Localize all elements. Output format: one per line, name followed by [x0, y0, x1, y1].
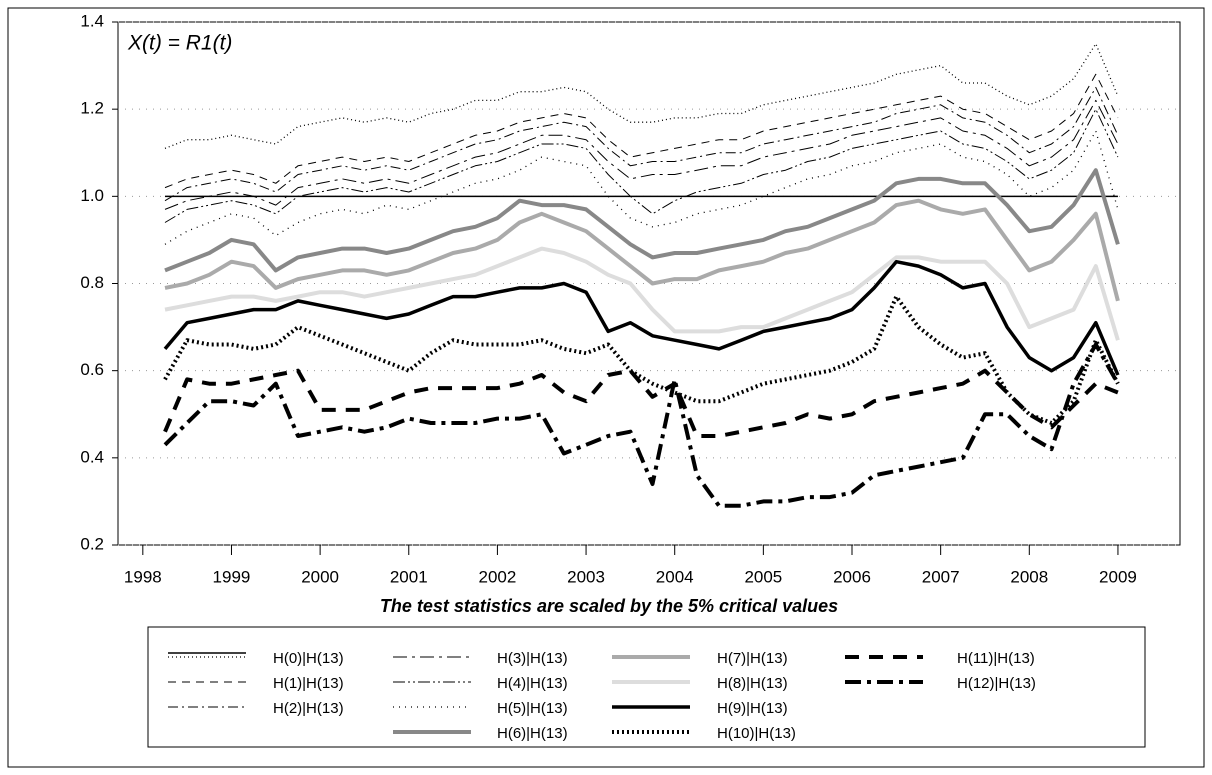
- y-tick-label: 1.2: [80, 99, 104, 118]
- series-line: [163, 294, 1120, 425]
- series-line: [164, 198, 1120, 302]
- legend-label: H(5)|H(13): [497, 700, 568, 717]
- legend-label: H(9)|H(13): [717, 700, 788, 717]
- y-tick-label: 1.0: [80, 186, 104, 205]
- legend-label: H(11)|H(13): [957, 650, 1035, 667]
- x-tick-label: 1998: [124, 567, 162, 586]
- legend-label: H(2)|H(13): [273, 700, 344, 717]
- y-tick-label: 1.4: [80, 11, 104, 30]
- series-line: [164, 246, 1120, 341]
- series-line: [163, 368, 1119, 438]
- y-tick-label: 0.2: [80, 534, 104, 553]
- x-tick-label: 2002: [478, 567, 516, 586]
- legend: H(0)|H(13) H(1)|H(13) H(2)|H(13) H(3)|H(13)…: [168, 650, 1036, 742]
- series-line: [164, 73, 1119, 189]
- x-tick-label: 2008: [1010, 567, 1048, 586]
- x-axis-label: The test statistics are scaled by the 5%…: [380, 596, 838, 616]
- x-tick-label: 1999: [213, 567, 251, 586]
- series-line: [164, 168, 1120, 273]
- series-line: [164, 108, 1119, 223]
- legend-label: H(1)|H(13): [273, 675, 344, 692]
- legend-box: [147, 626, 1146, 748]
- x-tick-label: 2009: [1099, 567, 1137, 586]
- legend-label: H(4)|H(13): [497, 675, 568, 692]
- legend-label: H(3)|H(13): [497, 650, 568, 667]
- legend-label: H(7)|H(13): [717, 650, 788, 667]
- legend-label: H(12)|H(13): [957, 675, 1036, 692]
- series-line: [164, 99, 1119, 210]
- annotation: X(t) = R1(t): [127, 32, 232, 55]
- x-tick-label: 2005: [744, 567, 782, 586]
- legend-label: H(10)|H(13): [717, 725, 796, 742]
- y-tick-label: 0.8: [80, 273, 104, 292]
- legend-label: H(8)|H(13): [717, 675, 788, 692]
- series-line: [163, 259, 1120, 376]
- series-line: [164, 86, 1119, 202]
- x-tick-label: 2007: [922, 567, 960, 586]
- x-tick-label: 2004: [656, 567, 694, 586]
- y-tick-label: 0.4: [80, 447, 104, 466]
- legend-label: H(6)|H(13): [497, 725, 568, 742]
- legend-label: H(0)|H(13): [273, 650, 344, 667]
- x-tick-label: 2000: [301, 567, 339, 586]
- series-line: [164, 130, 1119, 245]
- plot-area: [117, 21, 1181, 546]
- y-tick-label: 0.6: [80, 360, 104, 379]
- x-tick-label: 2003: [567, 567, 605, 586]
- series-line: [163, 342, 1120, 508]
- figure-border: [7, 7, 1205, 768]
- series-line: [164, 43, 1119, 150]
- x-tick-label: 2006: [833, 567, 871, 586]
- x-tick-label: 2001: [390, 567, 428, 586]
